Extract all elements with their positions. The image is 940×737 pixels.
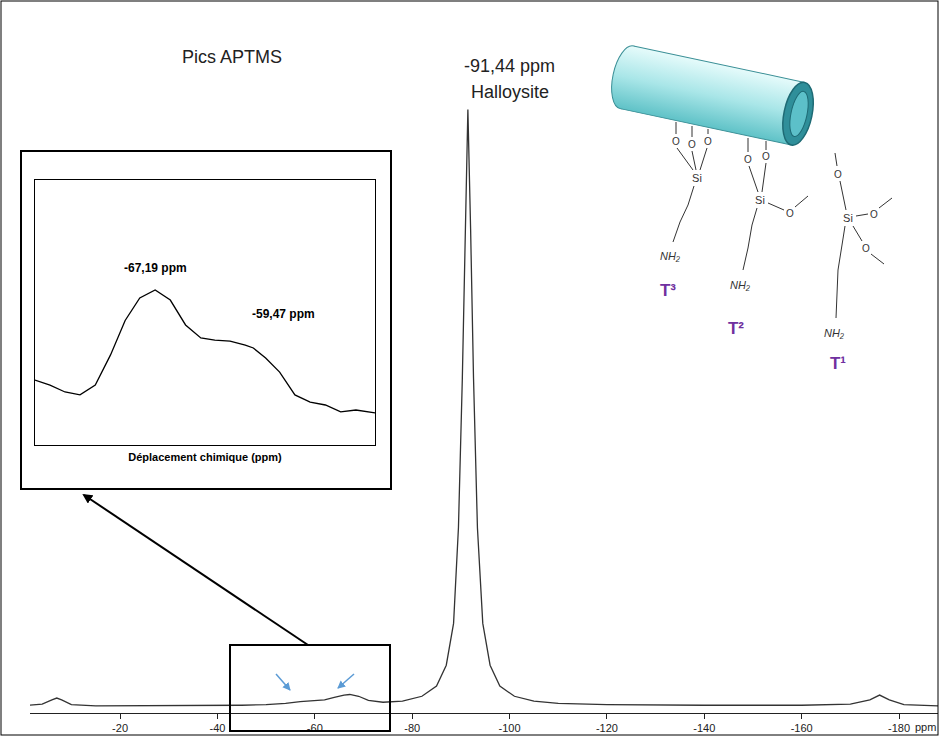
svg-text:Déplacement chimique (ppm): Déplacement chimique (ppm)	[128, 451, 282, 463]
svg-text:-120: -120	[596, 722, 618, 734]
svg-text:Si: Si	[843, 212, 853, 224]
svg-text:-67,19 ppm: -67,19 ppm	[124, 261, 187, 275]
svg-text:-20: -20	[112, 722, 128, 734]
svg-text:-100: -100	[499, 722, 521, 734]
svg-text:T¹: T¹	[830, 354, 846, 373]
svg-text:-91,44 ppm: -91,44 ppm	[464, 56, 555, 76]
svg-text:O: O	[688, 139, 696, 150]
svg-text:NH₂: NH₂	[730, 279, 751, 291]
svg-text:-140: -140	[693, 722, 715, 734]
svg-text:O: O	[834, 169, 842, 180]
svg-text:NH₂: NH₂	[660, 250, 681, 262]
svg-text:-59,47 ppm: -59,47 ppm	[252, 307, 315, 321]
svg-text:-160: -160	[791, 722, 813, 734]
svg-text:O: O	[744, 154, 752, 165]
svg-text:Si: Si	[692, 172, 702, 184]
svg-text:O: O	[862, 243, 870, 254]
svg-text:Si: Si	[755, 194, 765, 206]
svg-text:O: O	[786, 208, 794, 219]
svg-text:NH₂: NH₂	[824, 327, 845, 339]
svg-text:O: O	[704, 136, 712, 147]
svg-text:-40: -40	[209, 722, 225, 734]
svg-text:O: O	[870, 209, 878, 220]
svg-text:ppm: ppm	[915, 721, 936, 733]
svg-text:T³: T³	[660, 281, 676, 300]
svg-text:O: O	[672, 136, 680, 147]
svg-text:-180: -180	[888, 722, 910, 734]
svg-text:-60: -60	[307, 722, 323, 734]
svg-text:-80: -80	[404, 722, 420, 734]
svg-text:O: O	[762, 151, 770, 162]
svg-text:Pics APTMS: Pics APTMS	[182, 47, 282, 67]
svg-text:Halloysite: Halloysite	[471, 82, 549, 102]
svg-text:T²: T²	[728, 319, 744, 338]
